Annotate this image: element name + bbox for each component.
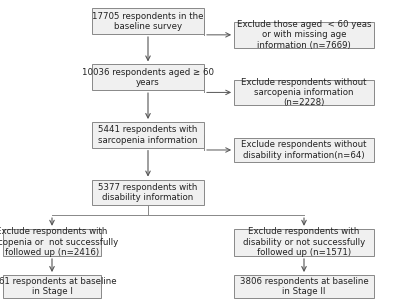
Text: Exclude respondents with
sarcopenia or  not successfully
followed up (n=2416): Exclude respondents with sarcopenia or n…: [0, 228, 119, 257]
FancyBboxPatch shape: [3, 275, 101, 298]
Text: 2961 respondents at baseline
in Stage I: 2961 respondents at baseline in Stage I: [0, 277, 116, 296]
FancyBboxPatch shape: [92, 122, 204, 148]
Text: 5377 respondents with
disability information: 5377 respondents with disability informa…: [98, 183, 198, 202]
FancyBboxPatch shape: [92, 65, 204, 90]
FancyBboxPatch shape: [92, 179, 204, 205]
FancyBboxPatch shape: [234, 138, 374, 162]
Text: 5441 respondents with
sarcopenia information: 5441 respondents with sarcopenia informa…: [98, 125, 198, 145]
Text: 17705 respondents in the
baseline survey: 17705 respondents in the baseline survey: [92, 12, 204, 31]
FancyBboxPatch shape: [234, 22, 374, 48]
FancyBboxPatch shape: [234, 229, 374, 256]
Text: Exclude those aged  < 60 yeas
or with missing age
information (n=7669): Exclude those aged < 60 yeas or with mis…: [237, 20, 371, 50]
FancyBboxPatch shape: [92, 8, 204, 34]
Text: Exclude respondents without
sarcopenia information
(n=2228): Exclude respondents without sarcopenia i…: [241, 78, 367, 107]
Text: Exclude respondents with
disability or not successfully
followed up (n=1571): Exclude respondents with disability or n…: [243, 228, 365, 257]
FancyBboxPatch shape: [234, 80, 374, 105]
FancyBboxPatch shape: [3, 229, 101, 256]
Text: 3806 respondents at baseline
in Stage II: 3806 respondents at baseline in Stage II: [240, 277, 368, 296]
Text: Exclude respondents without
disability information(n=64): Exclude respondents without disability i…: [241, 140, 367, 160]
Text: 10036 respondents aged ≥ 60
years: 10036 respondents aged ≥ 60 years: [82, 68, 214, 87]
FancyBboxPatch shape: [234, 275, 374, 298]
